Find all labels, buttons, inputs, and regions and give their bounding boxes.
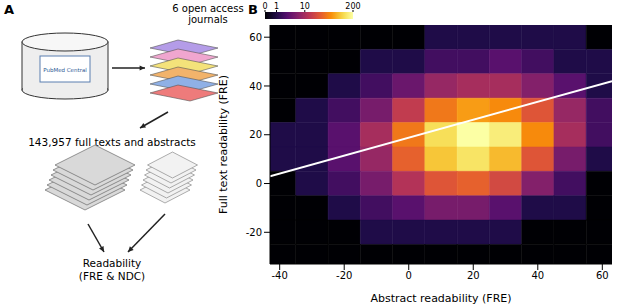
svg-text:6 open accessjournals: 6 open accessjournals [172, 3, 243, 25]
svg-text:40: 40 [249, 81, 262, 92]
svg-text:0: 0 [256, 178, 262, 189]
svg-text:Full text readability (FRE): Full text readability (FRE) [217, 75, 230, 214]
svg-text:40: 40 [531, 270, 544, 281]
svg-text:0: 0 [406, 270, 412, 281]
svg-text:143,957 full texts and abstrac: 143,957 full texts and abstracts [28, 136, 196, 148]
svg-text:B: B [248, 2, 258, 17]
svg-text:200: 200 [345, 2, 360, 11]
svg-text:20: 20 [467, 270, 480, 281]
svg-text:-20: -20 [336, 270, 352, 281]
svg-text:-20: -20 [246, 227, 262, 238]
svg-text:60: 60 [249, 32, 262, 43]
svg-text:20: 20 [249, 129, 262, 140]
svg-text:A: A [4, 2, 14, 17]
svg-text:10: 10 [300, 2, 310, 11]
svg-text:0: 0 [262, 2, 267, 11]
svg-text:Abstract readability (FRE): Abstract readability (FRE) [370, 292, 511, 304]
svg-text:Readability(FRE & NDC): Readability(FRE & NDC) [79, 257, 145, 282]
svg-text:PubMed Central: PubMed Central [43, 67, 87, 73]
svg-text:60: 60 [596, 270, 609, 281]
svg-text:1: 1 [274, 2, 279, 11]
svg-text:-40: -40 [272, 270, 288, 281]
